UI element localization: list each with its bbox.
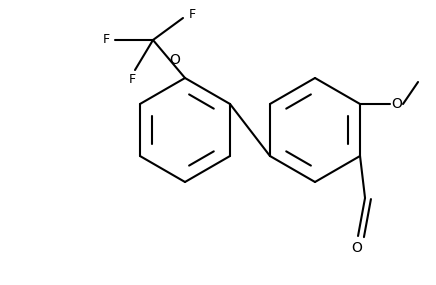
Text: O: O <box>351 241 362 255</box>
Text: F: F <box>102 34 109 46</box>
Text: O: O <box>170 53 181 67</box>
Text: F: F <box>188 9 196 21</box>
Text: F: F <box>129 74 136 87</box>
Text: O: O <box>391 97 402 111</box>
